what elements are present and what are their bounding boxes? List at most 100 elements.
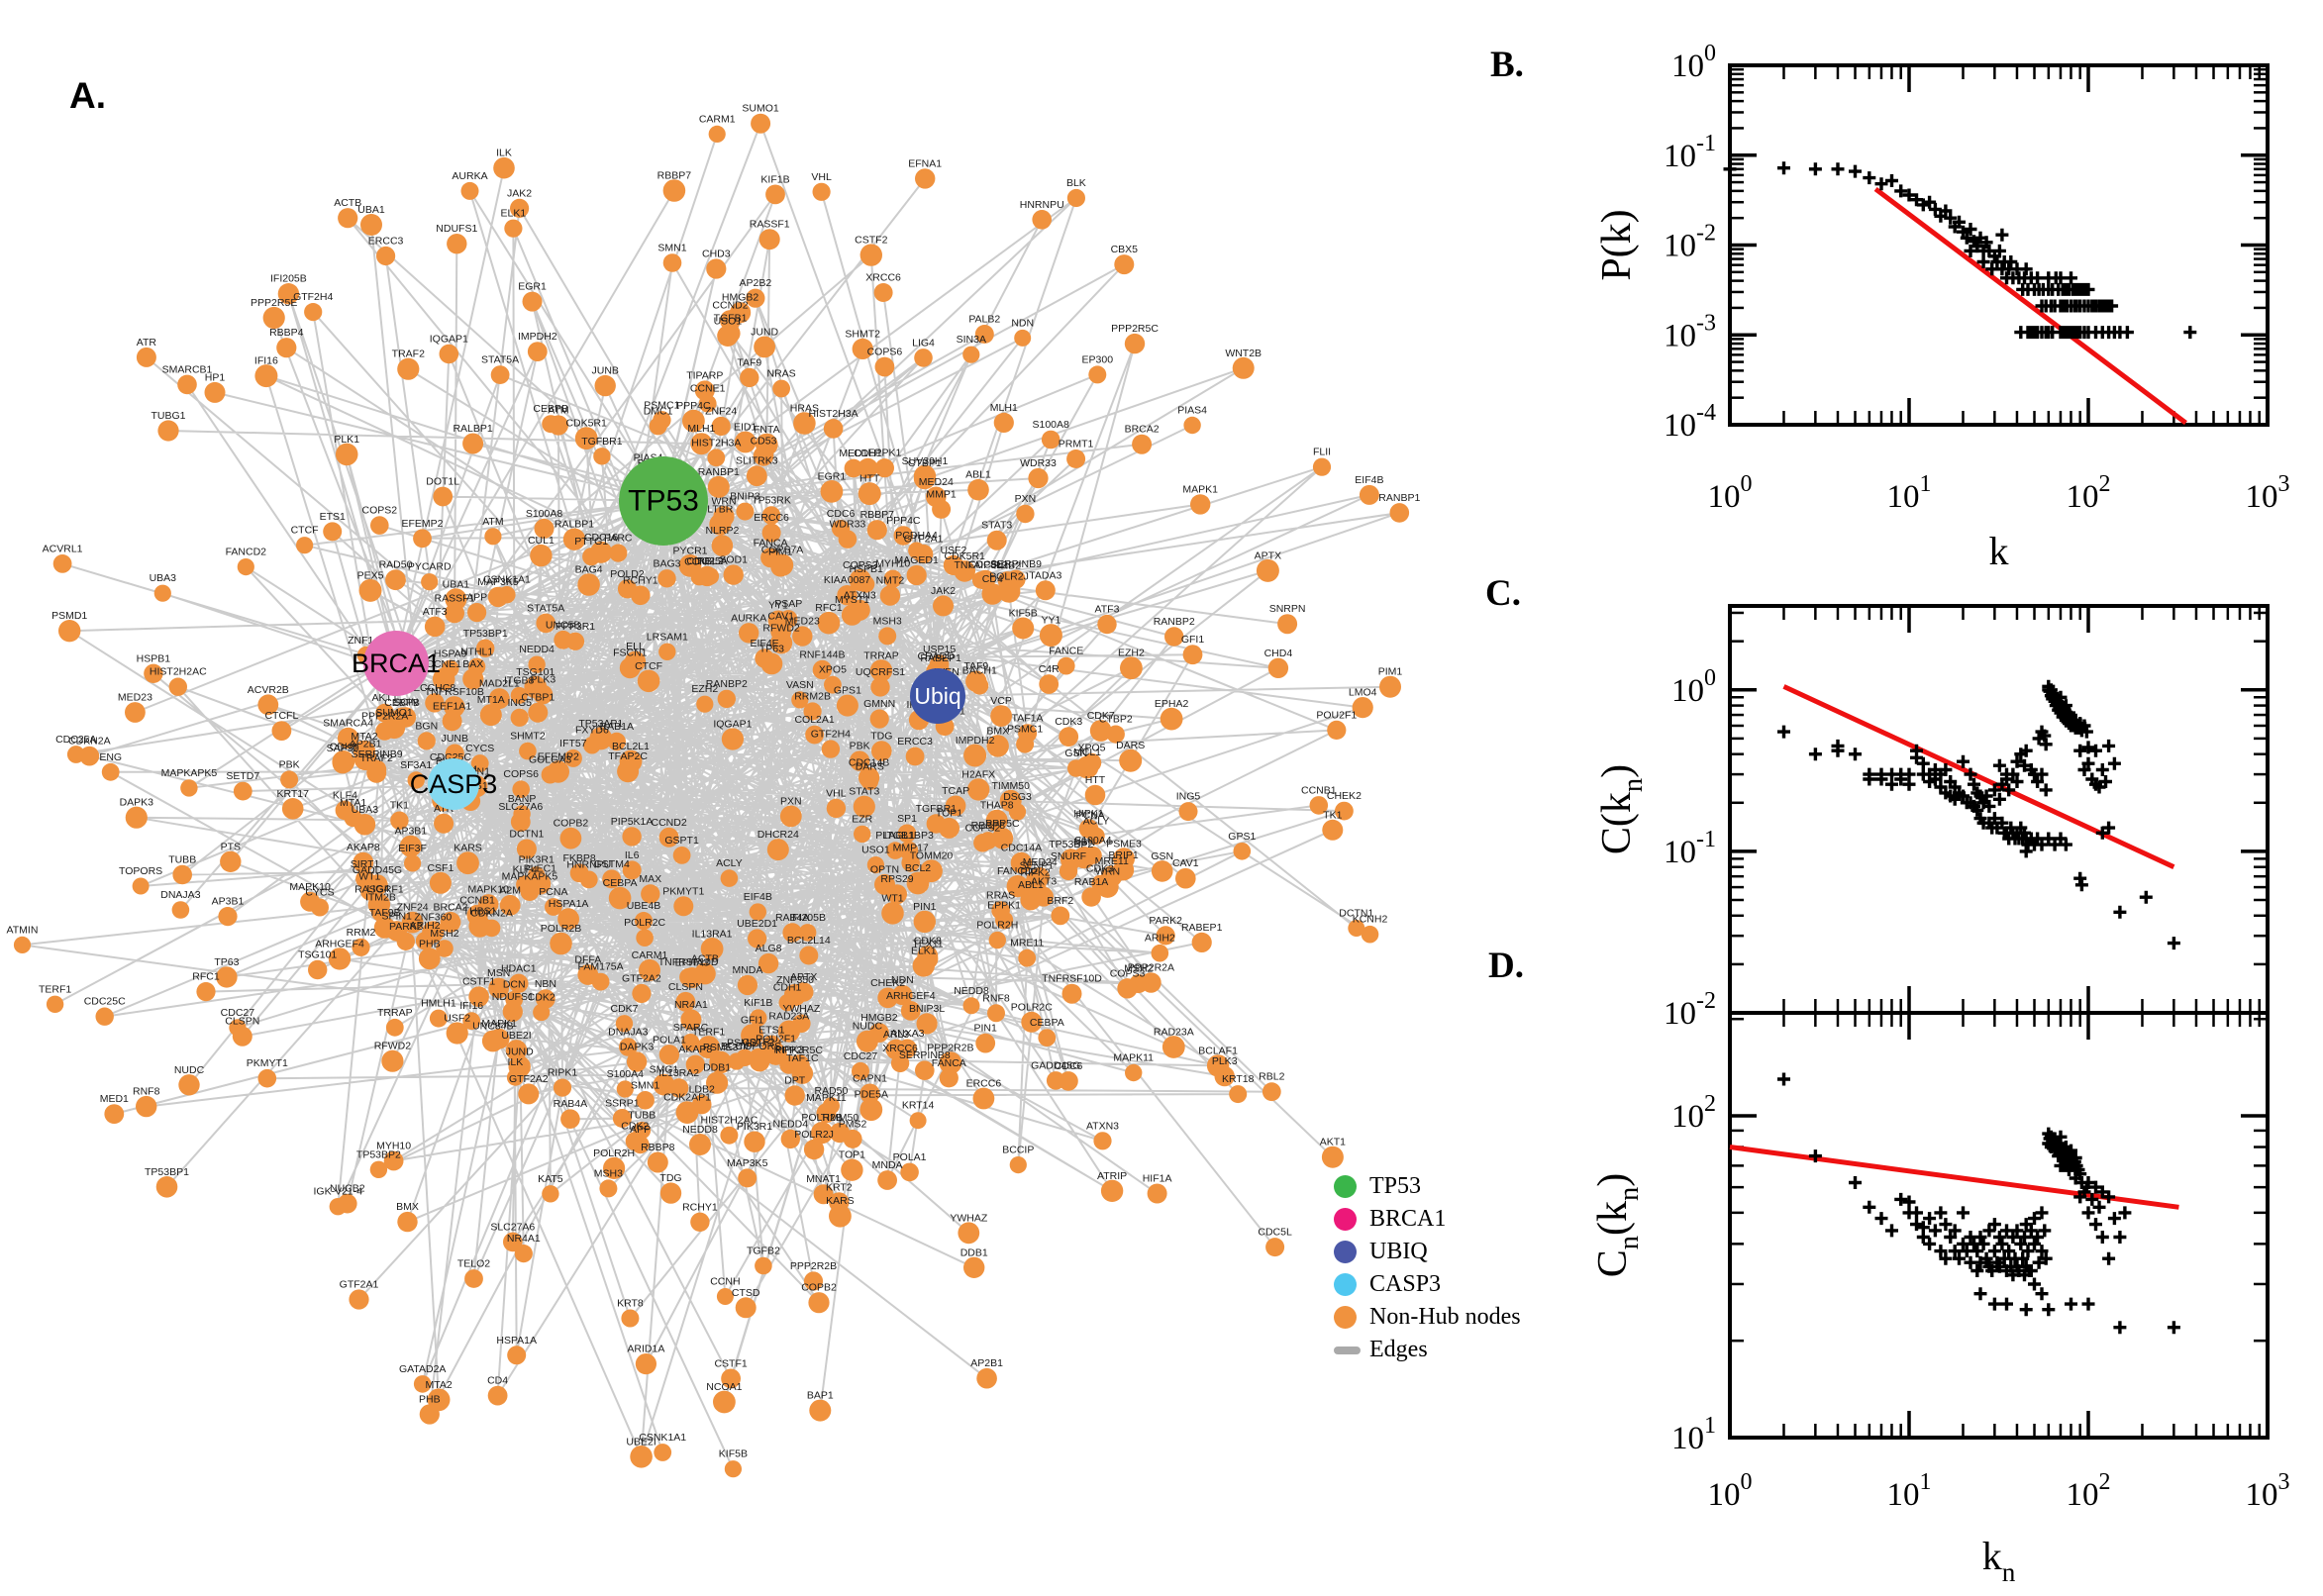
legend-edge-swatch (1334, 1346, 1361, 1354)
network-node-label: PPP2R2A (361, 711, 408, 723)
network-node-label: GADD45G (353, 864, 402, 876)
network-node (308, 959, 328, 980)
network-node-label: NDN (1011, 317, 1034, 329)
network-node-label: PLEC1 (524, 863, 556, 875)
network-node-label: RAD23A (768, 1011, 809, 1023)
network-node-label: ETS1 (758, 1025, 784, 1037)
network-node (155, 1176, 178, 1198)
network-node (1191, 932, 1212, 953)
network-node-label: UBA3 (150, 572, 177, 584)
network-node-label: TOMM20 (910, 850, 954, 862)
network-node (993, 412, 1014, 433)
network-node-label: NDUFS1 (492, 991, 534, 1003)
tick-label: 102 (2067, 471, 2111, 515)
network-node (1309, 796, 1329, 815)
network-node-label: RIPK3 (774, 1044, 805, 1055)
network-node-label: GSN (1064, 748, 1087, 759)
network-node (533, 1003, 551, 1022)
network-node-label: EP300 (1082, 353, 1114, 365)
network-node (66, 746, 85, 763)
network-node-label: SENP1 (1020, 859, 1055, 871)
network-node-label: POLD2 (610, 568, 645, 580)
network-node (900, 1001, 921, 1021)
network-node (1081, 887, 1101, 907)
network-node-label: BNIP3L (909, 1003, 945, 1015)
network-node (967, 778, 990, 801)
network-node-label: FSCN1 (613, 648, 648, 659)
network-node-label: PYCR1 (672, 545, 707, 556)
network-node (829, 1204, 852, 1228)
network-node (706, 258, 727, 279)
network-node-label: NEDD8 (682, 1124, 718, 1136)
network-node-label: EIF4E (751, 638, 779, 649)
network-node-label: CDK2 (528, 992, 556, 1004)
legend-item: BRCA1 (1334, 1203, 1521, 1236)
network-node-label: MAPK11 (1113, 1052, 1154, 1064)
network-node-label: RFWD2 (374, 1041, 411, 1052)
network-node-label: SP1 (897, 813, 917, 825)
network-node-label: TELO2 (457, 1258, 490, 1270)
network-node (545, 898, 562, 916)
network-node-label: JUNB (591, 365, 618, 377)
panel-a-label: A. (69, 75, 106, 116)
network-node (758, 952, 779, 974)
network-node-label: TAF9 (737, 356, 761, 368)
network-node-label: CYCS (305, 887, 334, 899)
tick-label: 101 (1887, 471, 1932, 515)
network-node (527, 342, 548, 361)
network-node-label: MAPKAPK5 (502, 871, 558, 883)
network-node-label: ELL (626, 641, 645, 652)
network-node-label: KRT2 (826, 1181, 853, 1193)
network-node-label: CHD4 (1264, 648, 1293, 659)
network-node (1089, 720, 1112, 742)
network-node (991, 828, 1014, 849)
network-node-label: POLR2J (989, 570, 1029, 582)
network-node-label: RPS29 (880, 873, 913, 885)
network-node-label: CDK2 (621, 1121, 649, 1133)
hub-node-casp3 (428, 758, 479, 810)
network-node-label: MMP1 (926, 488, 956, 500)
network-node-label: IFI205B (270, 273, 307, 285)
network-node-label: DPT (784, 1075, 806, 1087)
hub-node-brca1 (363, 631, 429, 696)
network-node-label: MNAT1 (806, 1173, 841, 1185)
network-node (381, 1049, 404, 1072)
network-node-label: PIM1 (768, 547, 793, 558)
network-node-label: AKAP8 (678, 1044, 712, 1055)
network-node-label: CAPN1 (853, 1073, 887, 1085)
network-node (866, 520, 887, 541)
network-node (1114, 254, 1135, 275)
network-node-label: KLF4 (333, 789, 357, 801)
network-node (812, 182, 831, 201)
network-node-label: KARS (454, 843, 482, 854)
network-node-label: GOLGA3 (529, 754, 571, 766)
network-nodes (13, 113, 1410, 1478)
network-node-label: GSTM4 (594, 858, 630, 870)
network-node (349, 1289, 369, 1310)
network-node-label: AKAP8 (347, 842, 380, 853)
network-node (375, 722, 394, 741)
network-node-label: SUV39H1 (902, 455, 949, 467)
legend-item: TP53 (1334, 1170, 1521, 1203)
network-node (462, 1012, 481, 1031)
hub-node-label: TP53 (628, 485, 699, 518)
network-node-label: ENG (99, 751, 122, 763)
network-node-label: YY1 (1041, 615, 1060, 627)
network-node (390, 811, 409, 830)
network-node (1066, 449, 1086, 468)
network-node (583, 736, 601, 754)
network-node-label: FLII (1313, 447, 1331, 458)
network-node (460, 181, 479, 200)
network-node-label: CEBPB (384, 697, 420, 709)
network-node-label: HIST2H2AC (701, 1115, 758, 1127)
network-node-label: TIMM50 (991, 780, 1030, 792)
legend-dot-swatch (1334, 1241, 1357, 1263)
axis-title: Cn(kn) (1590, 1173, 1645, 1278)
network-node-label: MAD2L1 (479, 678, 520, 690)
network-node (504, 219, 523, 238)
network-node-label: THAP8 (980, 800, 1014, 812)
network-node-label: RRAS (986, 890, 1015, 902)
network-node-label: TOPORS (738, 1041, 781, 1052)
network-node-label: CDC14B (849, 757, 889, 769)
network-node-label: USF2 (444, 1013, 470, 1025)
